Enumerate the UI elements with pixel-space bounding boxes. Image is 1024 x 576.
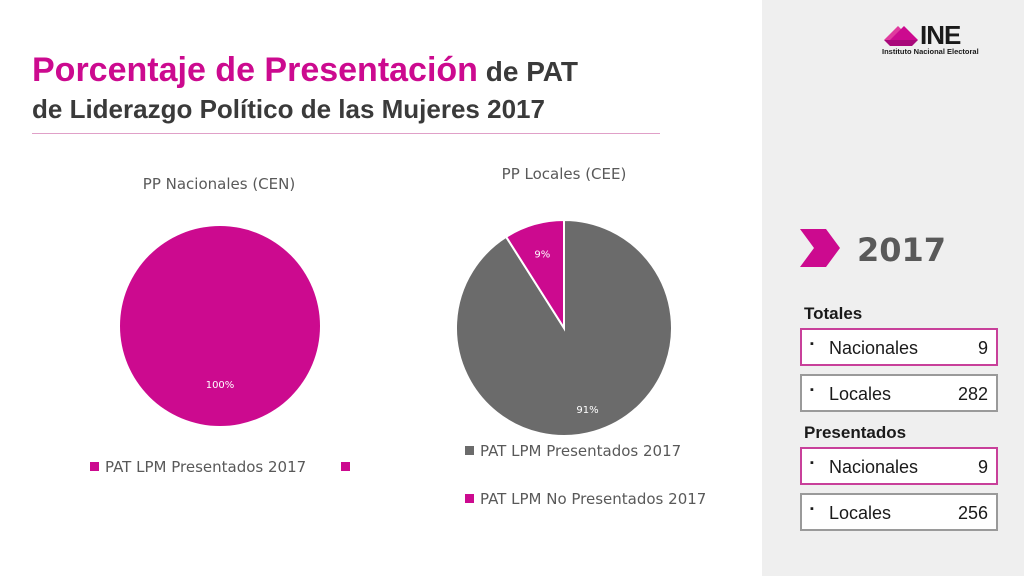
- presentados-locales-box: ▪ Locales 256: [800, 493, 998, 531]
- stat-value: 9: [977, 338, 988, 358]
- title-sub2: de Liderazgo Político de las Mujeres 201…: [32, 94, 545, 124]
- sidebar-panel: [762, 0, 1024, 576]
- stat-label: Locales: [829, 503, 892, 523]
- pie-chart-nacionales: 100%: [120, 226, 320, 426]
- chart2-legend-2: PAT LPM No Presentados 2017: [465, 490, 706, 508]
- bullet-icon: ▪: [810, 338, 814, 350]
- logo-subtitle: Instituto Nacional Electoral: [882, 47, 979, 56]
- legend-swatch-gray: [465, 446, 474, 455]
- stat-value: 282: [957, 384, 988, 404]
- stat-value: 9: [977, 457, 988, 477]
- chart1-legend-1: PAT LPM Presentados 2017: [90, 458, 306, 476]
- totales-nacionales-box: ▪ Nacionales 9: [800, 328, 998, 366]
- title-sub1: de PAT: [477, 56, 579, 87]
- bullet-icon: ▪: [810, 457, 814, 469]
- stat-label: Nacionales: [829, 338, 919, 358]
- legend-swatch-pink-3: [465, 494, 474, 503]
- pie2-slice-1: [504, 218, 565, 332]
- pie1-slice-0: [120, 226, 320, 426]
- page-title: Porcentaje de Presentación de PAT de Lid…: [32, 51, 732, 125]
- legend-swatch-pink: [90, 462, 99, 471]
- totales-label: Totales: [804, 304, 863, 323]
- totales-locales-box: ▪ Locales 282: [800, 374, 998, 412]
- presentados-label: Presentados: [804, 423, 907, 442]
- chart2-legend-1: PAT LPM Presentados 2017: [465, 442, 681, 460]
- legend-swatch-pink-2: [341, 462, 350, 471]
- chart2-legend-2-label: PAT LPM No Presentados 2017: [480, 490, 707, 508]
- title-divider: [32, 133, 660, 134]
- stat-value: 256: [957, 503, 988, 523]
- chart1-legend-1-label: PAT LPM Presentados 2017: [105, 458, 307, 476]
- pie1-data-label-0: 100%: [206, 380, 235, 391]
- pie-chart-locales: 91% 9%: [455, 218, 673, 437]
- ine-logo-icon: [884, 26, 918, 46]
- logo-name: INE: [920, 20, 961, 50]
- bullet-icon: ▪: [810, 384, 814, 396]
- chevron-right-icon: [800, 229, 840, 267]
- chart2-legend-1-label: PAT LPM Presentados 2017: [480, 442, 682, 460]
- chart1-legend-2: [341, 458, 356, 476]
- bullet-icon: ▪: [810, 503, 814, 515]
- chart1-title: PP Nacionales (CEN): [142, 175, 296, 193]
- title-main: Porcentaje de Presentación: [32, 51, 478, 89]
- chart2-title: PP Locales (CEE): [501, 165, 627, 183]
- pie2-data-label-0: 91%: [576, 405, 598, 416]
- stat-label: Nacionales: [829, 457, 919, 477]
- pie2-data-label-1: 9%: [534, 249, 550, 260]
- year-label: 2017: [857, 231, 947, 269]
- presentados-nacionales-box: ▪ Nacionales 9: [800, 447, 998, 485]
- stat-label: Locales: [829, 384, 892, 404]
